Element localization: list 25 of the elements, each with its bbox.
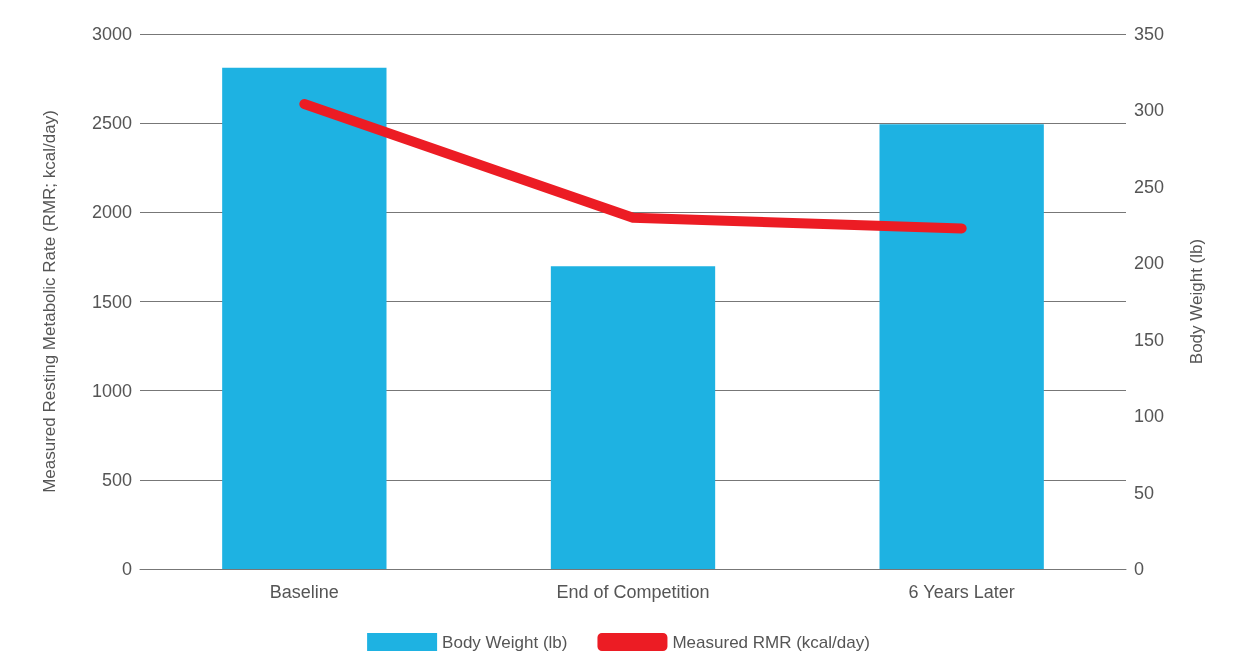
y2-tick-label: 200	[1134, 253, 1165, 274]
x-tick-label: End of Competition	[556, 582, 710, 602]
legend-label: Body Weight (lb)	[442, 632, 568, 652]
bar	[550, 266, 716, 569]
y2-tick-label: 300	[1134, 100, 1165, 121]
x-tick-label: 6 Years Later	[908, 582, 1015, 602]
y2-tick-label: 50	[1134, 482, 1155, 503]
y-tick-label: 2500	[91, 113, 132, 134]
y2-tick-label: 100	[1134, 406, 1165, 427]
x-tick-label: Baseline	[269, 582, 339, 602]
y-tick-label: 500	[101, 469, 132, 490]
y-axis-title: Measured Resting Metabolic Rate (RMR; kcal/day)	[40, 110, 59, 493]
y2-tick-label: 350	[1134, 24, 1165, 44]
y-tick-label: 1000	[91, 380, 132, 401]
y-tick-label: 0	[121, 559, 132, 579]
bar	[222, 67, 387, 569]
y2-tick-label: 0	[1134, 559, 1145, 579]
y2-axis-title: Body Weight (lb)	[1187, 238, 1206, 365]
y2-tick-label: 250	[1134, 176, 1165, 197]
y-tick-label: 2000	[91, 202, 132, 223]
bar	[879, 124, 1044, 569]
y-tick-label: 1500	[91, 291, 132, 312]
y-tick-label: 3000	[91, 24, 132, 44]
y2-tick-label: 150	[1134, 329, 1165, 350]
legend-label: Measured RMR (kcal/day)	[672, 632, 870, 652]
